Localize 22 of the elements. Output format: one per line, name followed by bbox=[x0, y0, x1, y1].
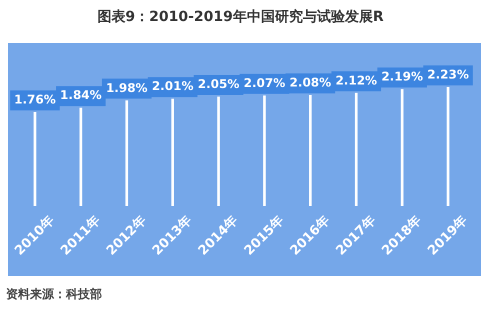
data-label: 2.07% bbox=[244, 76, 286, 90]
data-label: 2.05% bbox=[198, 77, 240, 92]
data-label: 1.98% bbox=[106, 80, 148, 95]
bar bbox=[34, 112, 36, 206]
data-label: 2.23% bbox=[427, 67, 469, 82]
bar bbox=[171, 98, 174, 206]
bar bbox=[80, 108, 82, 206]
text: 资料来源：科技部 bbox=[6, 286, 102, 303]
data-label: 1.84% bbox=[60, 88, 102, 102]
bar bbox=[446, 87, 450, 206]
data-label: 1.76% bbox=[14, 92, 56, 106]
bar bbox=[354, 92, 358, 206]
data-label: 2.19% bbox=[381, 70, 423, 84]
bar bbox=[217, 96, 220, 206]
data-label: 2.08% bbox=[290, 75, 332, 90]
chart-title: 图表9：2010-2019年中国研究与试验发展R bbox=[96, 8, 385, 26]
data-label: 2.01% bbox=[152, 79, 194, 94]
bar bbox=[309, 95, 312, 206]
bar bbox=[263, 96, 266, 206]
bar bbox=[125, 100, 128, 206]
bar bbox=[400, 89, 404, 206]
data-label: 2.12% bbox=[335, 73, 378, 88]
